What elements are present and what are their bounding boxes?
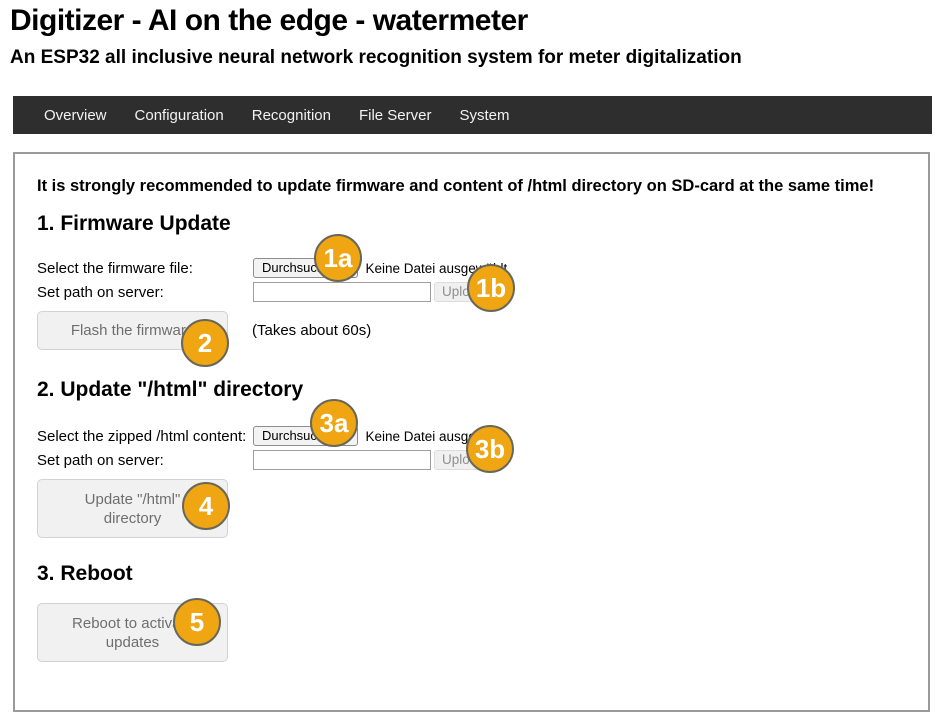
nav-item-recognition[interactable]: Recognition [251,106,331,124]
html-path-label: Set path on server: [37,451,164,469]
nav-item-system[interactable]: System [459,106,510,124]
firmware-path-input[interactable] [253,282,431,302]
firmware-file-label: Select the firmware file: [37,259,193,277]
nav-item-overview[interactable]: Overview [44,106,107,124]
section-heading-reboot: 3. Reboot [37,562,133,585]
html-action-row: Update "/html" directory [37,479,906,538]
reboot-action-row: Reboot to activate updates [37,603,906,662]
main-nav: Overview Configuration Recognition File … [13,96,932,134]
flash-duration-note: (Takes about 60s) [252,322,372,339]
annotation-badge-3a: 3a [310,399,358,447]
page-title: Digitizer - AI on the edge - watermeter [10,4,528,37]
firmware-action-row: Flash the firmware (Takes about 60s) [37,311,906,350]
html-path-input[interactable] [253,450,431,470]
html-path-row: Set path on server: Upload [37,448,906,472]
firmware-path-label: Set path on server: [37,283,164,301]
annotation-badge-3b: 3b [466,425,514,473]
annotation-badge-4: 4 [182,482,230,530]
page-subtitle: An ESP32 all inclusive neural network re… [10,47,742,68]
annotation-badge-1b: 1b [467,264,515,312]
section-heading-update-html: 2. Update "/html" directory [37,378,304,401]
annotation-badge-5: 5 [173,598,221,646]
nav-item-configuration[interactable]: Configuration [134,106,224,124]
annotation-badge-2: 2 [181,319,229,367]
nav-item-file-server[interactable]: File Server [358,106,432,124]
html-file-label: Select the zipped /html content: [37,427,247,445]
warning-text: It is strongly recommended to update fir… [37,177,875,195]
section-heading-firmware-update: 1. Firmware Update [37,212,231,235]
annotation-badge-1a: 1a [314,234,362,282]
